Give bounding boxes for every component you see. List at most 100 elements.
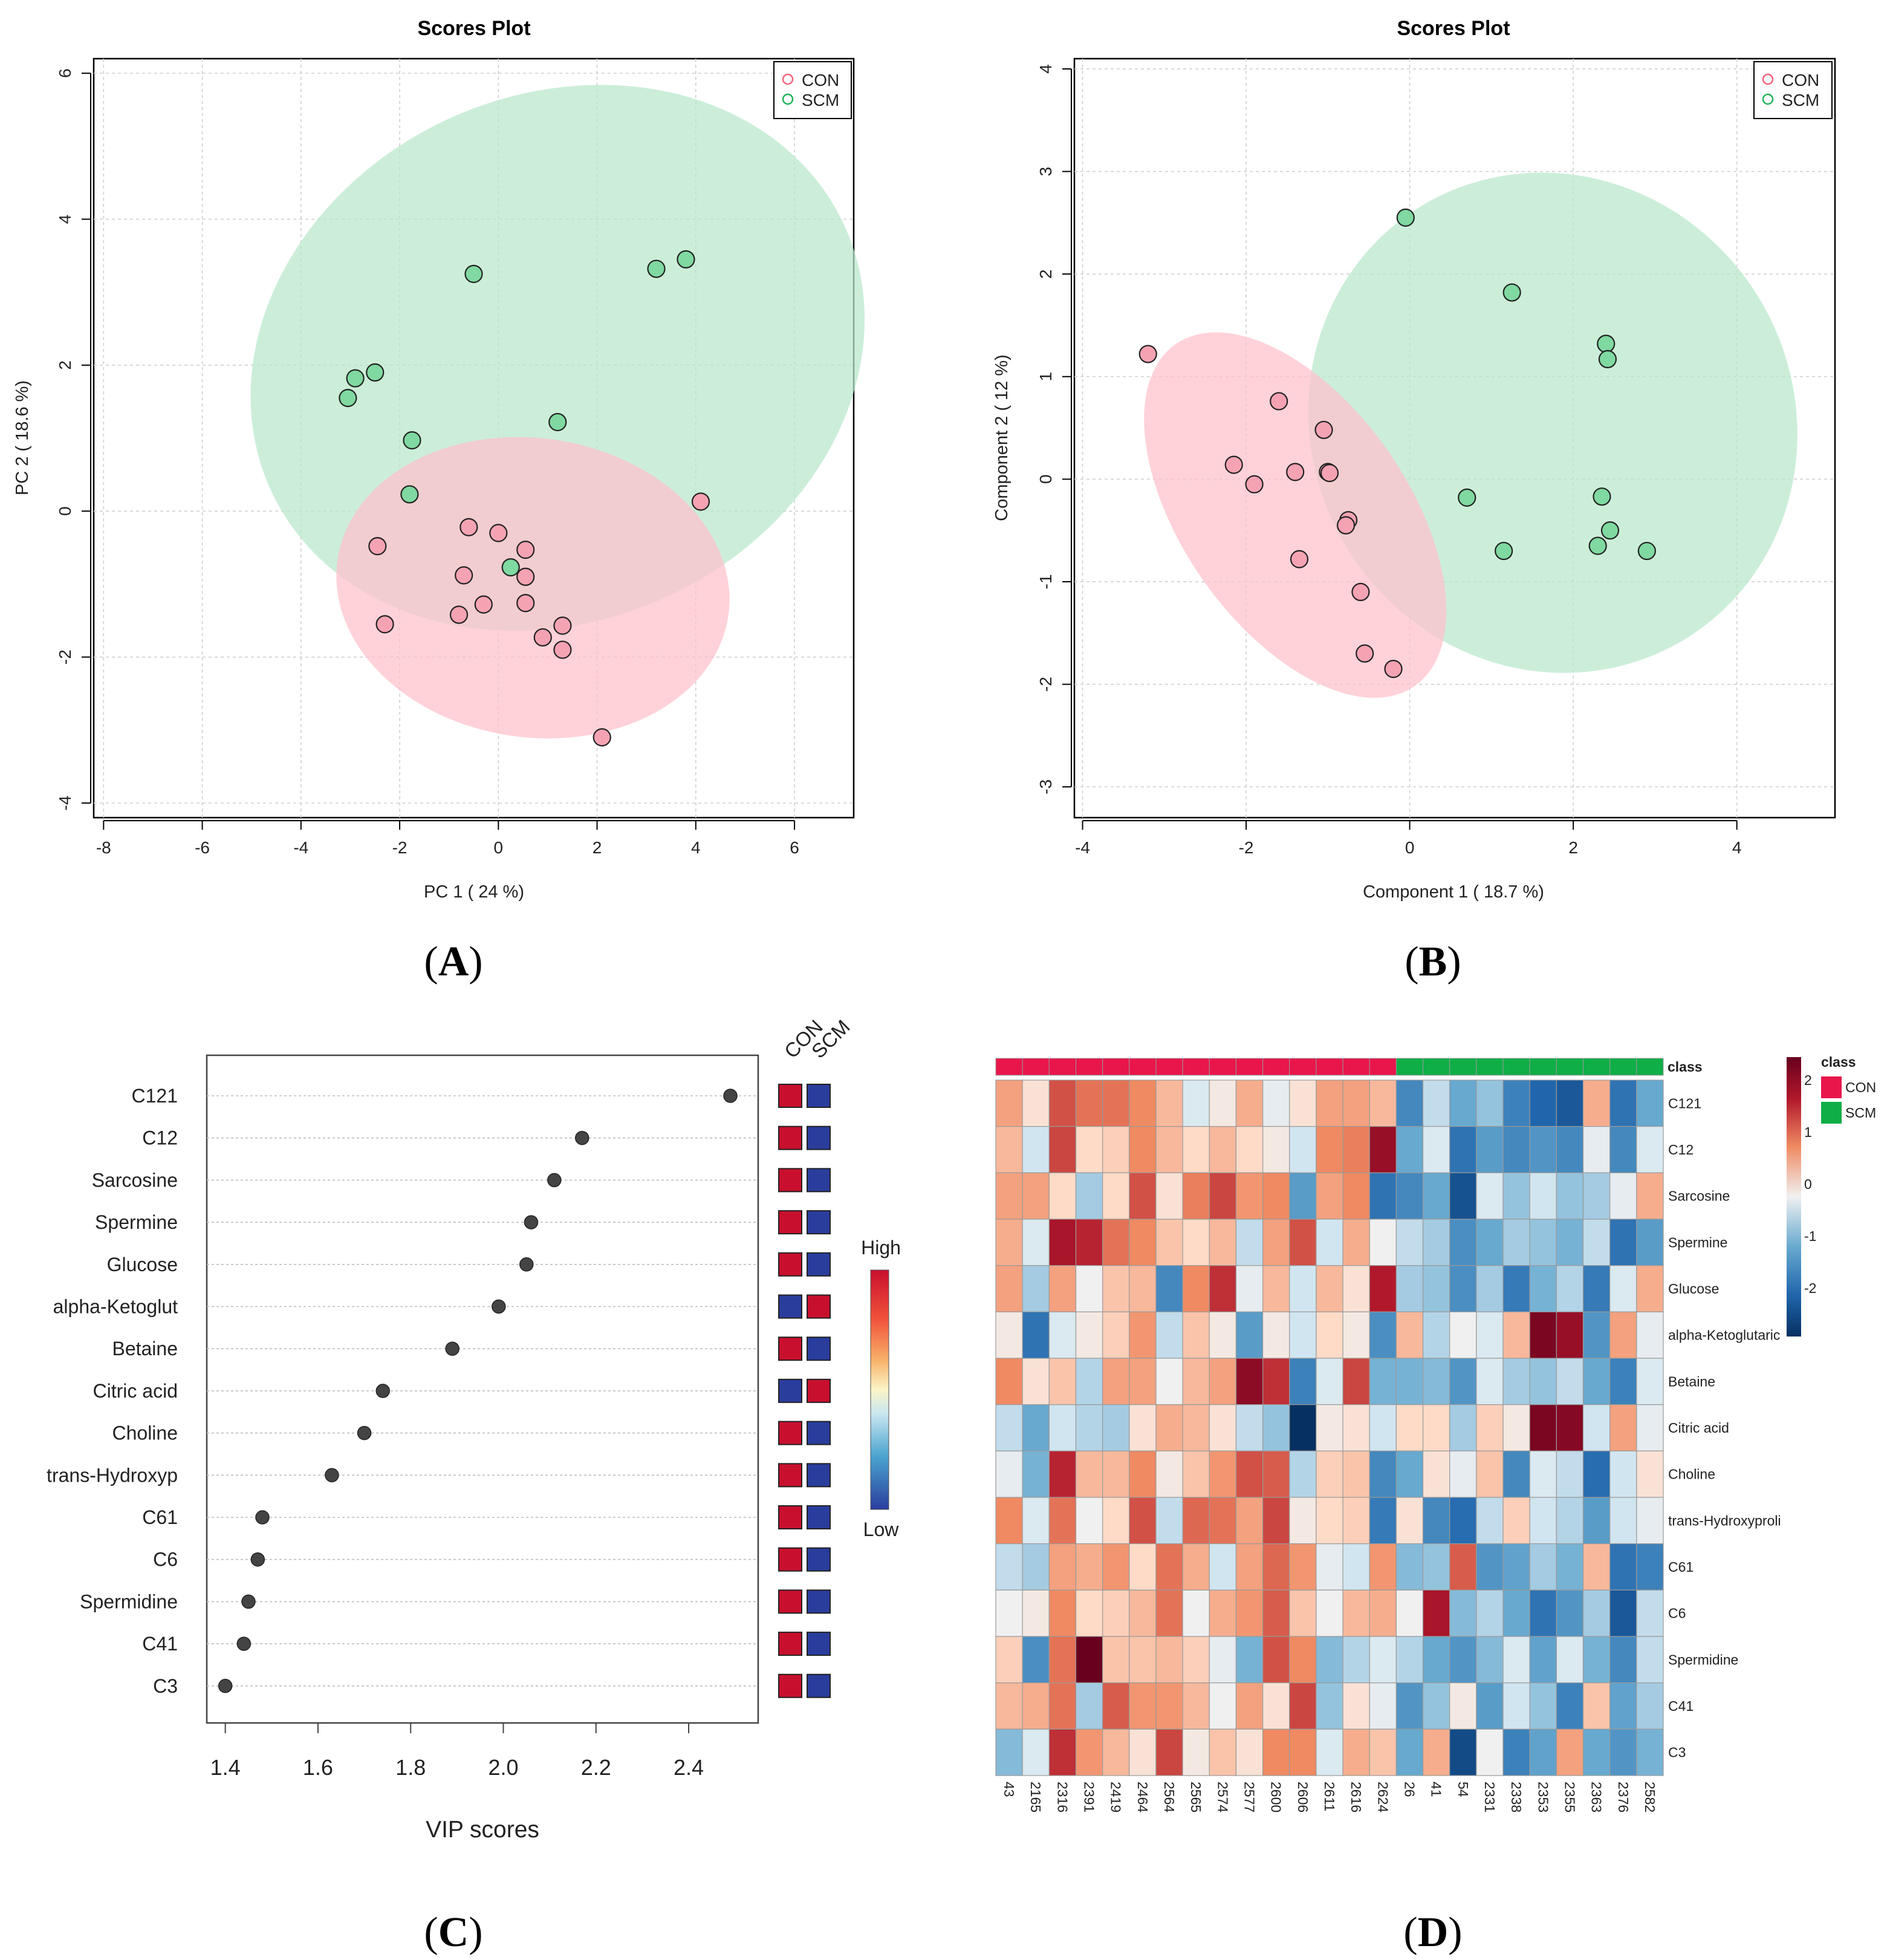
panel-d-cell — [1129, 1497, 1157, 1545]
panel-d-cell — [1422, 1311, 1450, 1359]
panel-d-cell — [1235, 1682, 1264, 1730]
panel-d-cell — [1422, 1172, 1450, 1220]
panel-d-cell — [1342, 1497, 1370, 1545]
panel-c-scm-tile — [807, 1673, 831, 1698]
panel-d-cell — [1022, 1079, 1050, 1127]
panel-c-scm-tile — [807, 1378, 831, 1403]
panel-d-cell — [1022, 1589, 1050, 1637]
panel-d-cell — [1209, 1265, 1237, 1312]
panel-d-cell — [995, 1497, 1023, 1545]
panel-d-sample-label: 2363 — [1589, 1782, 1605, 1812]
panel-d-cell — [1209, 1219, 1237, 1266]
panel-d-cell — [995, 1126, 1023, 1173]
panel-c-feature-label: Sarcosine — [92, 1169, 178, 1191]
panel-d-cell — [1369, 1497, 1397, 1545]
panel-d-cell — [1556, 1126, 1584, 1173]
panel-d-color-scale — [1787, 1057, 1801, 1337]
panel-d-cell — [1155, 1311, 1183, 1359]
panel-b-point-scm — [1597, 334, 1616, 353]
panel-d-cell — [1449, 1404, 1477, 1451]
panel-d-cell — [1022, 1172, 1050, 1220]
panel-d-cell — [1155, 1682, 1183, 1730]
panel-b-y-tick-label: 3 — [1036, 167, 1055, 177]
panel-d-class-cell — [1636, 1058, 1664, 1076]
panel-d-class-cell — [1502, 1058, 1530, 1076]
panel-d-cell — [1395, 1543, 1424, 1590]
panel-d-cell — [1476, 1126, 1504, 1173]
panel-a-point-con — [533, 628, 552, 647]
panel-d-cell — [1369, 1126, 1397, 1173]
panel-d-cell — [1155, 1497, 1183, 1545]
panel-d-cell — [1369, 1543, 1397, 1590]
panel-d-cell — [1582, 1682, 1611, 1730]
panel-d-row-label: Spermine — [1668, 1234, 1727, 1250]
panel-d-cell — [1155, 1404, 1183, 1451]
panel-d-cell — [1075, 1728, 1103, 1776]
panel-d-cell — [1022, 1265, 1050, 1312]
panel-d-cell — [1129, 1728, 1157, 1776]
panel-d-cell — [1022, 1450, 1050, 1498]
panel-c-con-tile — [778, 1378, 802, 1403]
panel-a-point-con — [691, 492, 710, 511]
panel-c-vip-point — [575, 1130, 589, 1145]
panel-d-cell — [1369, 1265, 1397, 1312]
panel-d-cell — [1449, 1589, 1477, 1637]
panel-d-cell — [1636, 1728, 1664, 1776]
panel-d-cell — [1289, 1589, 1317, 1637]
panel-d-cell — [1022, 1497, 1050, 1545]
panel-c-scm-tile — [807, 1294, 831, 1319]
panel-d-cell — [1556, 1543, 1584, 1590]
panel-d-cell — [1556, 1079, 1584, 1127]
panel-d-cell — [1476, 1358, 1504, 1405]
panel-d-cell — [1102, 1450, 1130, 1498]
panel-d-cell — [1289, 1358, 1317, 1405]
panel-d-cell — [1075, 1172, 1103, 1220]
panel-c-con-tile — [778, 1337, 802, 1361]
panel-d-cell — [1075, 1497, 1103, 1545]
panel-d-cell — [1209, 1404, 1237, 1451]
panel-c-scm-tile — [807, 1589, 831, 1614]
panel-d-cell — [1582, 1728, 1611, 1776]
panel-d-cell — [1022, 1404, 1050, 1451]
panel-d-sample-label: 2565 — [1188, 1782, 1204, 1812]
panel-d-cell — [1609, 1589, 1637, 1637]
panel-d-cell — [1235, 1265, 1264, 1312]
panel-d-row-label: Sarcosine — [1668, 1188, 1730, 1204]
panel-c-feature-label: Spermine — [95, 1211, 178, 1233]
panel-b-x-tick-label: 4 — [1732, 838, 1742, 857]
panel-d-cell — [1636, 1404, 1664, 1451]
panel-d-cell — [1556, 1636, 1584, 1684]
panel-a-y-tick-label: -2 — [56, 650, 74, 665]
panel-d-cell — [1476, 1450, 1504, 1498]
panel-d-cell — [1155, 1172, 1183, 1220]
panel-d-class-cell — [1022, 1058, 1050, 1076]
panel-d-class-cell — [1423, 1058, 1450, 1076]
panel-d-row-label: C41 — [1668, 1698, 1694, 1714]
panel-d-cell — [1129, 1265, 1157, 1312]
panel-c-con-tile — [778, 1252, 802, 1277]
panel-d-cell — [1209, 1079, 1237, 1127]
panel-d-cell — [1476, 1682, 1504, 1730]
panel-d-cell — [1129, 1682, 1157, 1730]
panel-d-cell — [1529, 1543, 1557, 1590]
panel-a-x-axis-label: PC 1 ( 24 %) — [424, 882, 524, 902]
panel-d-scale-tick-label: 0 — [1804, 1176, 1812, 1192]
panel-b-point-scm — [1598, 350, 1617, 369]
panel-a-x-tick-label: -6 — [195, 838, 210, 857]
panel-d-cell — [1476, 1079, 1504, 1127]
panel-b-point-con — [1245, 475, 1264, 493]
panel-a-scores-plot: Scores Plot -8 -6 -4 -2 0 2 4 6 -4 -2 0 2 4 6 PC 1 ( … — [13, 17, 865, 985]
panel-d-cell — [1102, 1172, 1130, 1220]
panel-d-cell — [1422, 1450, 1450, 1498]
panel-d-cell — [1369, 1682, 1397, 1730]
panel-d-cell — [1235, 1079, 1264, 1127]
panel-d-sample-label: 2353 — [1535, 1782, 1551, 1812]
panel-a-legend-con: CON — [802, 71, 839, 90]
panel-d-cell — [1048, 1172, 1077, 1220]
panel-c-scm-tile — [807, 1505, 831, 1529]
panel-c-label: (C) — [424, 1909, 482, 1956]
panel-c-feature-label: trans-Hydroxyp — [47, 1464, 178, 1486]
panel-c-con-tile — [778, 1505, 802, 1529]
panel-d-cell — [1476, 1404, 1504, 1451]
panel-d-cell — [1262, 1636, 1290, 1684]
